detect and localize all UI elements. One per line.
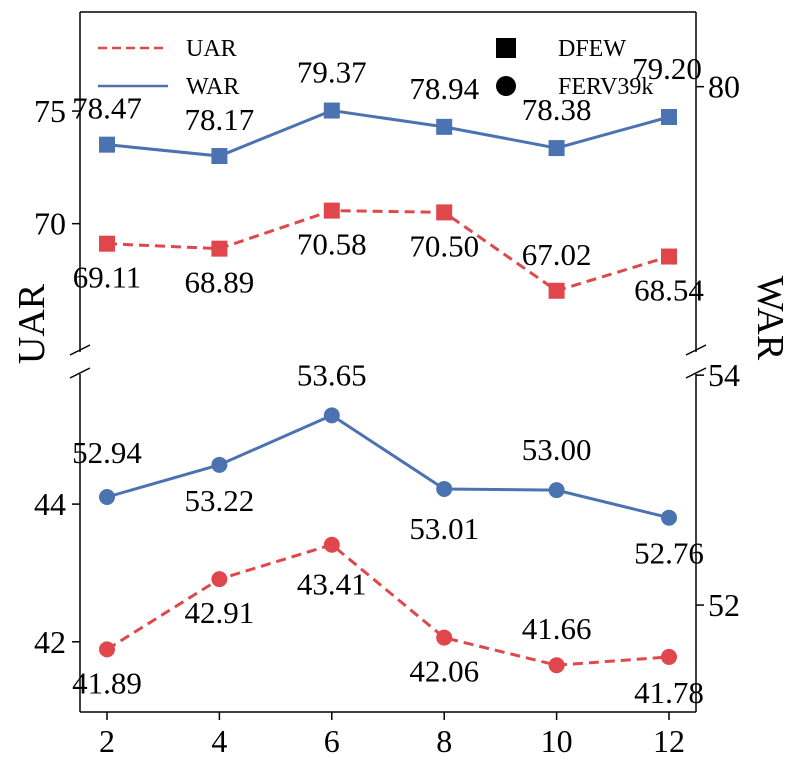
x-tick-label: 12 xyxy=(653,723,685,759)
ferv39k-war-data-label: 52.94 xyxy=(72,435,142,470)
dfew-uar-data-label: 70.50 xyxy=(409,228,479,263)
ferv39k-uar-data-label: 41.78 xyxy=(634,675,704,710)
ferv39k-uar-data-label: 41.66 xyxy=(522,611,592,646)
dfew-war-point xyxy=(323,102,340,119)
ferv39k-uar-point xyxy=(548,657,565,674)
ferv39k-uar-point xyxy=(211,571,228,588)
ferv39k-war-data-label: 52.76 xyxy=(634,536,704,571)
dfew-war-point xyxy=(99,136,115,153)
dfew-war-point xyxy=(661,108,677,125)
dfew-uar-point xyxy=(548,282,565,299)
ferv39k-war-point xyxy=(661,509,677,526)
axis-break-right-1 xyxy=(685,344,707,356)
ferv39k-war-point xyxy=(99,489,115,506)
dfew-uar-point xyxy=(436,204,453,221)
dfew-war-point xyxy=(436,118,453,135)
ferv39k-war-data-label: 53.01 xyxy=(409,511,479,546)
y-axis-ticks: 70 75 80 42 44 52 54 xyxy=(34,69,740,660)
ferv39k-uar-line xyxy=(106,543,670,667)
x-tick-label: 2 xyxy=(99,723,115,759)
right-y-axis-label: WAR xyxy=(749,276,791,361)
right-tick-label: 54 xyxy=(708,357,740,393)
ferv39k-war-data-label: 53.65 xyxy=(297,357,367,392)
dfew-war-data-label: 78.94 xyxy=(409,71,479,106)
legend-war-label: WAR xyxy=(186,74,239,100)
ferv39k-uar-data-label: 42.06 xyxy=(409,654,479,689)
ferv39k-uar-point xyxy=(661,648,677,665)
legend-ferv39k-label: FERV39k xyxy=(558,74,653,100)
dfew-war-data-label: 78.38 xyxy=(522,92,592,127)
legend-dfew-label: DFEW xyxy=(558,36,626,62)
ferv39k-uar-point xyxy=(323,536,340,553)
left-tick-label: 44 xyxy=(34,486,66,522)
ferv39k-uar-data-label: 41.89 xyxy=(72,665,142,700)
dfew-war-data-label: 78.47 xyxy=(72,91,142,126)
dfew-uar-point xyxy=(211,240,228,257)
dfew-uar-point xyxy=(661,248,677,265)
ferv39k-war-line xyxy=(106,413,670,520)
series-layer xyxy=(99,102,677,674)
left-y-axis-label: UAR xyxy=(11,283,53,364)
right-tick-label: 80 xyxy=(708,69,740,105)
dfew-uar-line xyxy=(106,209,670,293)
right-tick-label: 52 xyxy=(708,587,740,623)
ferv39k-uar-point xyxy=(436,629,453,646)
ferv39k-uar-point xyxy=(99,641,115,658)
data-labels-layer: 69.11 68.89 70.58 70.50 67.02 68.54 78.47 78.17… xyxy=(72,51,704,710)
axis-break-left-1 xyxy=(69,344,91,356)
dfew-uar-point xyxy=(99,235,115,252)
left-tick-label: 75 xyxy=(34,93,66,129)
x-tick-label: 8 xyxy=(436,723,452,759)
left-tick-label: 42 xyxy=(34,624,66,660)
ferv39k-war-point xyxy=(436,480,453,497)
x-tick-label: 4 xyxy=(211,723,227,759)
ferv39k-war-data-label: 53.22 xyxy=(185,483,255,518)
x-tick-label: 10 xyxy=(541,723,573,759)
dfew-uar-point xyxy=(323,202,340,219)
dfew-war-point xyxy=(548,140,565,157)
ferv39k-war-point xyxy=(548,482,565,499)
ferv39k-uar-data-label: 42.91 xyxy=(185,595,255,630)
ferv39k-war-point xyxy=(323,407,340,424)
x-tick-label: 6 xyxy=(324,723,340,759)
dfew-war-data-label: 78.17 xyxy=(185,102,255,137)
axes-frame xyxy=(69,11,707,713)
dfew-uar-data-label: 69.11 xyxy=(73,260,142,295)
axis-break-left-2 xyxy=(69,367,91,379)
dfew-uar-data-label: 68.89 xyxy=(185,265,255,300)
legend: UAR WAR DFEW FERV39k xyxy=(98,36,653,100)
ferv39k-war-point xyxy=(211,456,228,473)
dfew-uar-data-label: 70.58 xyxy=(297,227,367,262)
dfew-uar-data-label: 68.54 xyxy=(634,273,704,308)
x-axis-ticks: 2 4 6 8 10 12 xyxy=(99,712,685,759)
axis-break-right-2 xyxy=(685,367,707,379)
legend-square-marker-icon xyxy=(496,38,516,58)
dfew-uar-data-label: 67.02 xyxy=(522,237,592,272)
dfew-war-data-label: 79.20 xyxy=(632,51,702,86)
ferv39k-war-data-label: 53.00 xyxy=(522,432,592,467)
legend-uar-label: UAR xyxy=(186,36,237,62)
legend-circle-marker-icon xyxy=(496,76,516,96)
ferv39k-uar-data-label: 43.41 xyxy=(297,567,367,602)
dfew-war-line xyxy=(106,109,670,158)
left-tick-label: 70 xyxy=(34,206,66,242)
dfew-war-data-label: 79.37 xyxy=(297,55,367,90)
dfew-war-point xyxy=(211,148,228,165)
